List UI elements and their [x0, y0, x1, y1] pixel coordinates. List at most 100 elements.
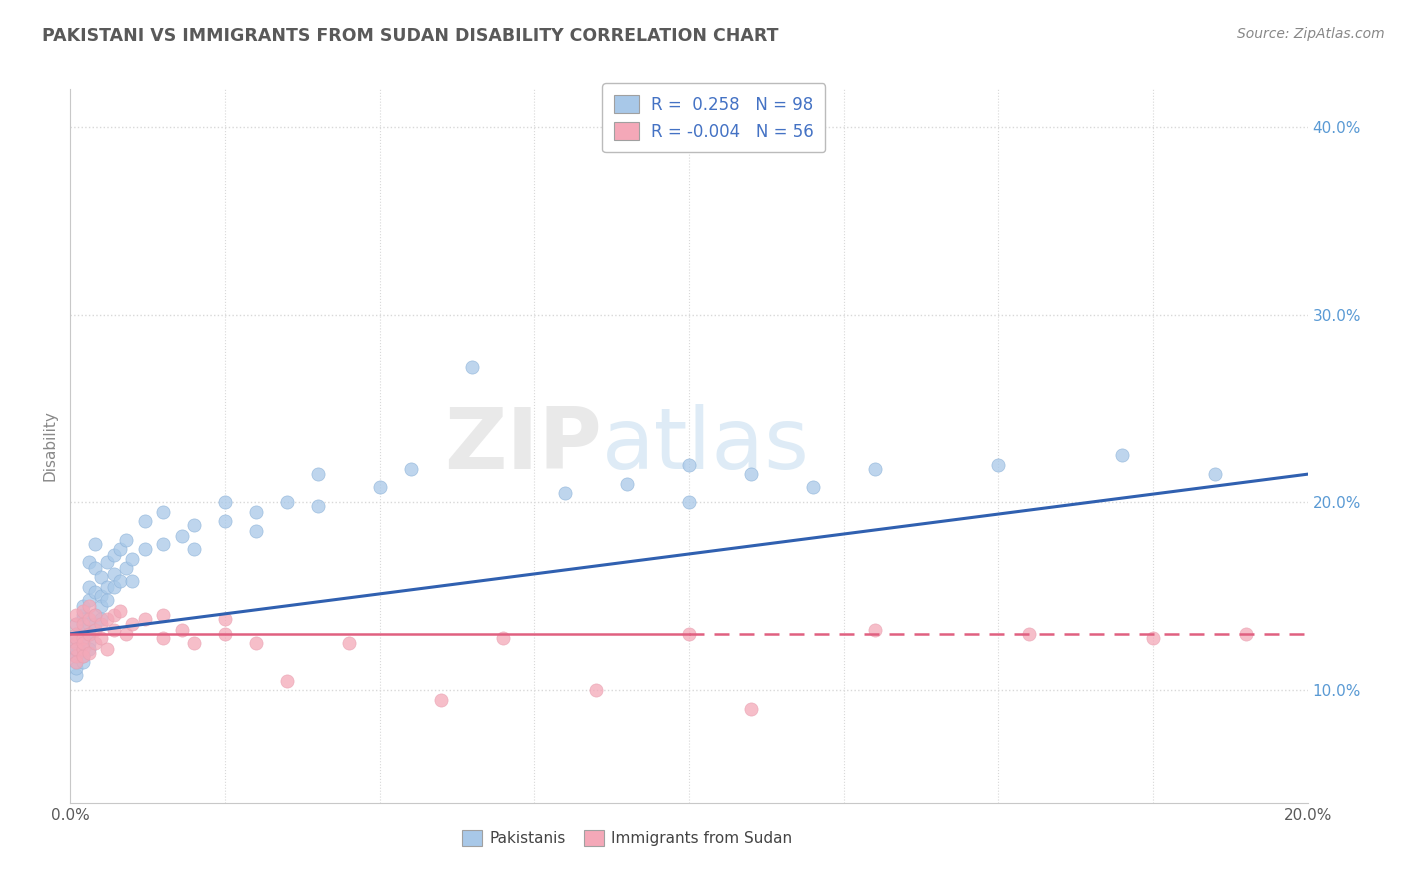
Point [214, 627, 236, 641]
Point [1111, 449, 1133, 463]
Point [170, 623, 193, 637]
Point [90, 612, 112, 626]
Point [103, 580, 125, 594]
Point [65, 649, 87, 664]
Point [108, 542, 131, 557]
Point [740, 467, 762, 482]
Point [84, 617, 107, 632]
Point [72, 623, 94, 637]
Point [65, 641, 87, 656]
Point [368, 480, 391, 494]
Point [616, 476, 638, 491]
Point [1204, 467, 1226, 482]
Point [65, 655, 87, 669]
Point [1018, 627, 1040, 641]
Point [84, 561, 107, 575]
Point [987, 458, 1010, 472]
Point [77, 627, 100, 641]
Point [863, 623, 886, 637]
Point [801, 480, 824, 494]
Point [72, 655, 94, 669]
Point [77, 556, 100, 570]
Point [96, 593, 118, 607]
Point [65, 641, 87, 656]
Point [115, 627, 138, 641]
Point [77, 593, 100, 607]
Point [72, 599, 94, 613]
Point [430, 692, 453, 706]
Point [84, 536, 107, 550]
Point [863, 461, 886, 475]
Point [96, 641, 118, 656]
Point [152, 607, 174, 622]
Point [72, 612, 94, 626]
Point [77, 599, 100, 613]
Point [84, 607, 107, 622]
Point [77, 617, 100, 632]
Point [183, 636, 205, 650]
Point [96, 612, 118, 626]
Point [678, 495, 700, 509]
Point [134, 542, 156, 557]
Point [65, 636, 87, 650]
Point [152, 536, 174, 550]
Point [72, 604, 94, 618]
Point [84, 636, 107, 650]
Point [96, 580, 118, 594]
Point [183, 517, 205, 532]
Point [461, 360, 484, 375]
Legend: Pakistanis, Immigrants from Sudan: Pakistanis, Immigrants from Sudan [456, 824, 799, 852]
Point [103, 623, 125, 637]
Point [678, 627, 700, 641]
Point [72, 627, 94, 641]
Point [77, 580, 100, 594]
Point [103, 566, 125, 581]
Point [115, 533, 138, 547]
Point [72, 636, 94, 650]
Point [65, 631, 87, 645]
Point [90, 599, 112, 613]
Text: PAKISTANI VS IMMIGRANTS FROM SUDAN DISABILITY CORRELATION CHART: PAKISTANI VS IMMIGRANTS FROM SUDAN DISAB… [42, 27, 779, 45]
Point [84, 585, 107, 599]
Point [65, 627, 87, 641]
Point [72, 617, 94, 632]
Point [103, 607, 125, 622]
Point [90, 617, 112, 632]
Y-axis label: Disability: Disability [42, 410, 58, 482]
Point [307, 467, 329, 482]
Point [72, 636, 94, 650]
Point [77, 641, 100, 656]
Point [72, 607, 94, 622]
Point [90, 631, 112, 645]
Point [152, 631, 174, 645]
Point [72, 649, 94, 664]
Point [65, 627, 87, 641]
Point [121, 551, 143, 566]
Point [77, 627, 100, 641]
Point [77, 612, 100, 626]
Point [1142, 631, 1164, 645]
Point [170, 529, 193, 543]
Point [65, 636, 87, 650]
Point [121, 574, 143, 589]
Point [492, 631, 515, 645]
Point [65, 607, 87, 622]
Point [337, 636, 360, 650]
Point [65, 655, 87, 669]
Point [77, 636, 100, 650]
Point [115, 561, 138, 575]
Point [152, 505, 174, 519]
Point [96, 556, 118, 570]
Point [399, 461, 422, 475]
Point [65, 617, 87, 632]
Point [245, 636, 267, 650]
Point [72, 631, 94, 645]
Point [65, 649, 87, 664]
Point [214, 612, 236, 626]
Point [65, 617, 87, 632]
Point [90, 570, 112, 584]
Point [740, 702, 762, 716]
Point [276, 673, 298, 688]
Point [108, 604, 131, 618]
Point [134, 612, 156, 626]
